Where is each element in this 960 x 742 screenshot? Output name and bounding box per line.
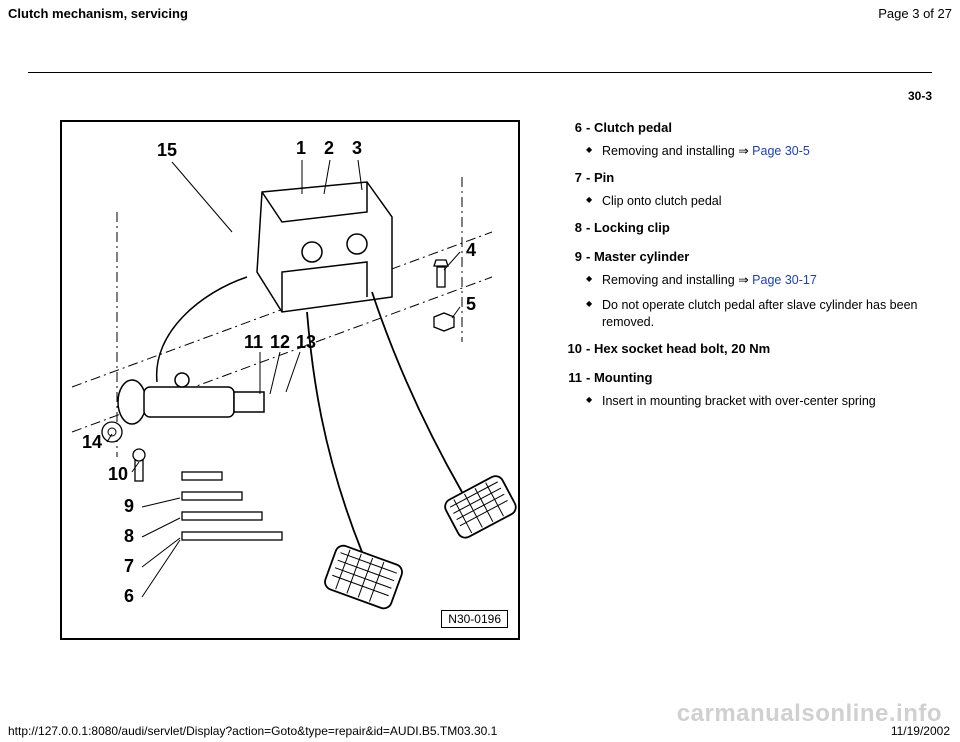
callout-3: 3 [352,138,362,159]
item-9-sub-0-text: Removing and installing [602,273,738,287]
item-6-sub-0-text: Removing and installing [602,144,738,158]
arrow-right-icon: ⇒ [738,143,748,160]
item-11-sublist: Insert in mounting bracket with over-cen… [556,393,930,410]
content-row: 15 1 2 3 4 5 11 12 13 14 10 9 8 7 6 N30-… [60,120,930,682]
item-9-sublist: Removing and installing ⇒ Page 30-17 Do … [556,272,930,331]
item-11-heading: 11- Mounting [556,370,930,385]
arrow-right-icon: ⇒ [738,272,748,289]
item-6-sublist: Removing and installing ⇒ Page 30-5 [556,143,930,160]
item-7-sub-0: Clip onto clutch pedal [602,193,930,210]
callout-11: 11 [244,332,263,353]
item-8-num: 8 [556,220,582,235]
item-7-sub-0-text: Clip onto clutch pedal [602,194,722,208]
item-7-heading: 7- Pin [556,170,930,185]
link-page-30-17[interactable]: Page 30-17 [752,273,817,287]
figure-id-label: N30-0196 [441,610,508,628]
item-11-title: Mounting [594,370,652,385]
callout-15: 15 [157,140,177,161]
callout-10: 10 [108,464,128,485]
exploded-diagram: 15 1 2 3 4 5 11 12 13 14 10 9 8 7 6 N30-… [60,120,520,640]
item-10-heading: 10- Hex socket head bolt, 20 Nm [556,341,930,356]
section-number: 30-3 [908,89,932,103]
item-10-num: 10 [556,341,582,356]
item-6-sub-0: Removing and installing ⇒ Page 30-5 [602,143,930,160]
link-page-30-5[interactable]: Page 30-5 [752,144,810,158]
callout-12: 12 [270,332,290,353]
callout-4: 4 [466,240,476,261]
item-9-num: 9 [556,249,582,264]
figure-column: 15 1 2 3 4 5 11 12 13 14 10 9 8 7 6 N30-… [60,120,520,682]
item-7-num: 7 [556,170,582,185]
item-6-heading: 6- Clutch pedal [556,120,930,135]
callout-8: 8 [124,526,134,547]
item-8-heading: 8- Locking clip [556,220,930,235]
callout-13: 13 [296,332,316,353]
page-root: Clutch mechanism, servicing Page 3 of 27… [0,0,960,742]
item-11-sub-0: Insert in mounting bracket with over-cen… [602,393,930,410]
callout-column: 6- Clutch pedal Removing and installing … [520,120,930,682]
item-11-num: 11 [556,370,582,385]
item-6-title: Clutch pedal [594,120,672,135]
item-7-sublist: Clip onto clutch pedal [556,193,930,210]
item-8-title: Locking clip [594,220,670,235]
footer-url: http://127.0.0.1:8080/audi/servlet/Displ… [8,724,497,738]
callout-5: 5 [466,294,476,315]
item-11-sub-0-text: Insert in mounting bracket with over-cen… [602,394,876,408]
header-title: Clutch mechanism, servicing [8,6,188,21]
item-9-sub-1: Do not operate clutch pedal after slave … [602,297,930,331]
header-rule [28,72,932,73]
header-page-number: Page 3 of 27 [878,6,952,21]
item-9-sub-0: Removing and installing ⇒ Page 30-17 [602,272,930,289]
header-row: Clutch mechanism, servicing Page 3 of 27 [8,6,952,24]
callout-7: 7 [124,556,134,577]
item-10-title: Hex socket head bolt, 20 Nm [594,341,770,356]
item-9-title: Master cylinder [594,249,689,264]
item-7-title: Pin [594,170,614,185]
item-6-num: 6 [556,120,582,135]
callout-1: 1 [296,138,306,159]
footer-date: 11/19/2002 [891,724,950,738]
item-9-sub-1-text: Do not operate clutch pedal after slave … [602,298,917,329]
callout-2: 2 [324,138,334,159]
callout-9: 9 [124,496,134,517]
callout-6: 6 [124,586,134,607]
callout-14: 14 [82,432,102,453]
item-9-heading: 9- Master cylinder [556,249,930,264]
